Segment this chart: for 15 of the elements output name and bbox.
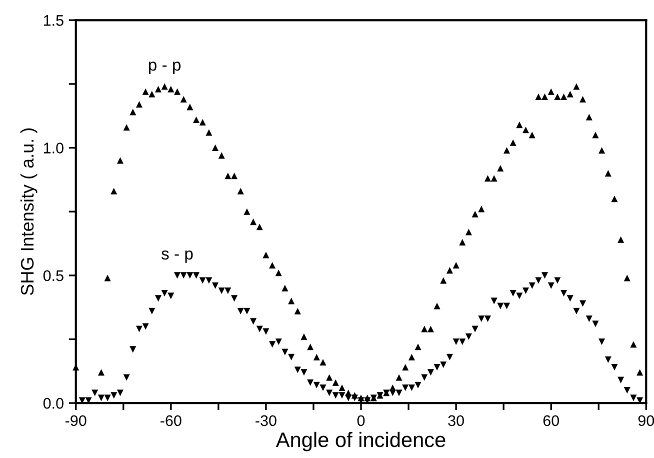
y-axis-title: SHG Intensity ( a.u. ) (20, 128, 38, 296)
x-tick-label: -60 (160, 415, 182, 426)
series-label: p - p (148, 62, 181, 74)
x-tick-label: 60 (543, 415, 560, 426)
y-tick-label: 1.5 (44, 15, 64, 26)
x-tick-label: 90 (638, 415, 654, 426)
y-tick-label: 0.5 (43, 270, 64, 282)
y-tick-label: 1.0 (44, 142, 64, 154)
x-tick-label: -30 (256, 415, 276, 426)
x-tick-label: -90 (66, 415, 86, 426)
x-axis-title: Angle of incidence (276, 432, 446, 452)
x-tick-label: 30 (448, 415, 464, 426)
series-label: s - p (162, 250, 193, 263)
x-tick-label: 0 (357, 415, 365, 426)
y-tick-label: 0.0 (43, 398, 64, 409)
